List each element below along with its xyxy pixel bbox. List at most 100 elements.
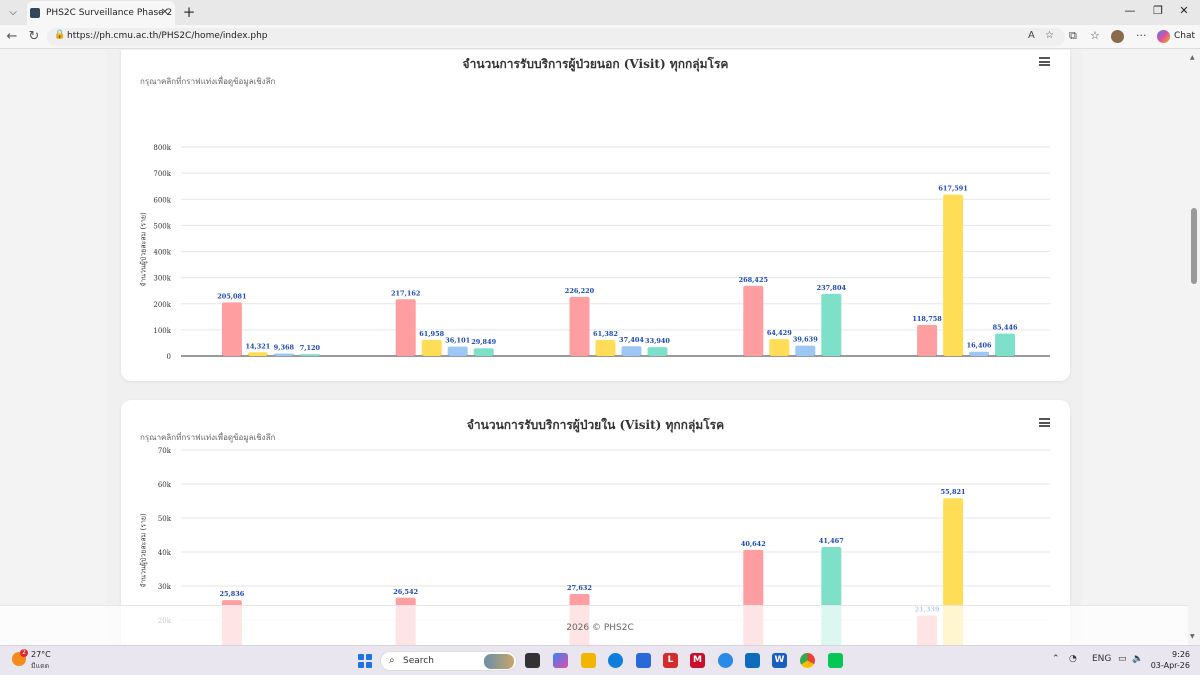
- bar-2566-0: [395, 299, 416, 356]
- outlook-icon[interactable]: [745, 653, 760, 668]
- data-label: 85,446: [993, 324, 1018, 332]
- x-tick-label: 2568: [778, 364, 801, 365]
- chart-menu-icon[interactable]: [1039, 57, 1050, 66]
- volume-icon[interactable]: 🔈: [1132, 654, 1144, 664]
- bar-2569-2: [969, 351, 990, 356]
- copilot-app-icon[interactable]: [553, 653, 568, 668]
- site-favicon-icon: [30, 8, 40, 18]
- new-tab-icon[interactable]: +: [182, 3, 196, 21]
- minimize-icon[interactable]: —: [1124, 4, 1136, 17]
- bar-2568-3: [821, 293, 842, 356]
- chart-card-outpatient: จำนวนการรับบริการผู้ป่วยนอก (Visit) ทุกก…: [121, 50, 1070, 381]
- y-tick-label: 40k: [158, 549, 172, 557]
- start-windows-icon[interactable]: [358, 654, 372, 668]
- y-tick-label: 200k: [153, 301, 171, 309]
- data-label: 27,632: [567, 584, 592, 592]
- chart-plot[interactable]: 0 100k 200k 300k 400k 500k 600k 700k 800k 205,081…: [121, 50, 1070, 365]
- bar-2567-3: [647, 347, 668, 356]
- app-l-icon[interactable]: L: [663, 653, 678, 668]
- x-tick-label: 2566: [431, 364, 454, 365]
- bar-2565-3: [299, 354, 320, 356]
- data-label: 226,220: [565, 287, 595, 295]
- data-label: 7,120: [300, 344, 321, 352]
- y-tick-label: 700k: [153, 170, 171, 178]
- y-tick-label: 0: [167, 353, 171, 361]
- search-placeholder: Search: [403, 656, 434, 666]
- tab-active[interactable]: PHS2C Surveillance Phase 2 ✕: [27, 1, 175, 25]
- weather-temp[interactable]: 27°C: [31, 650, 51, 659]
- data-label: 55,821: [941, 488, 966, 496]
- chart-subtitle: กรุณาคลิกที่กราฟแท่งเพื่อดูข้อมูลเชิงลึก: [140, 433, 276, 442]
- address-bar[interactable]: 🔒 https://ph.cmu.ac.th/PHS2C/home/index.…: [47, 28, 1065, 46]
- data-label: 61,382: [593, 330, 618, 338]
- chrome-icon[interactable]: [800, 653, 815, 668]
- data-label: 61,958: [419, 330, 444, 338]
- data-label: 64,429: [767, 329, 792, 337]
- y-tick-label: 50k: [158, 515, 172, 523]
- restore-icon[interactable]: ❐: [1153, 4, 1163, 17]
- data-label: 268,425: [739, 276, 769, 284]
- tab-close-icon[interactable]: ✕: [160, 7, 169, 18]
- lock-icon: 🔒: [54, 30, 66, 40]
- y-tick-label: 600k: [153, 196, 171, 204]
- x-tick-label: 2569: [952, 364, 975, 365]
- copilot-icon[interactable]: [1157, 30, 1170, 43]
- bar-2566-2: [447, 346, 468, 356]
- line-icon[interactable]: [828, 653, 843, 668]
- chart-title: จำนวนการรับบริการผู้ป่วยนอก (Visit) ทุกก…: [462, 57, 729, 71]
- data-label: 33,940: [645, 337, 670, 345]
- bar-2568-1: [769, 339, 790, 356]
- bar-2568-0: [743, 285, 764, 356]
- data-label: 118,758: [912, 315, 942, 323]
- scrollbar[interactable]: ▲ ▼: [1188, 50, 1200, 645]
- favorites-icon[interactable]: ☆: [1090, 29, 1100, 42]
- scroll-down-icon[interactable]: ▼: [1190, 633, 1195, 640]
- tray-overflow-icon[interactable]: ⌃: [1052, 654, 1060, 664]
- search-highlight-image: [484, 654, 514, 669]
- word-icon[interactable]: W: [772, 653, 787, 668]
- store-icon[interactable]: [636, 653, 651, 668]
- edge-icon[interactable]: [608, 653, 623, 668]
- tray-network-icon[interactable]: ◔: [1069, 654, 1077, 664]
- bar-2569-3: [995, 333, 1016, 356]
- y-tick-label: 500k: [153, 222, 171, 230]
- data-label: 26,542: [393, 588, 418, 596]
- task-view-icon[interactable]: [525, 653, 540, 668]
- window-close-icon[interactable]: ✕: [1179, 4, 1189, 17]
- more-options-icon[interactable]: ···: [1136, 29, 1147, 42]
- data-label: 41,467: [819, 537, 844, 545]
- profile-avatar[interactable]: [1111, 30, 1124, 43]
- language-indicator[interactable]: ENG: [1092, 654, 1112, 664]
- display-icon[interactable]: ▭: [1118, 654, 1127, 664]
- tab-actions-menu-icon[interactable]: ⌵: [9, 7, 17, 18]
- y-tick-label: 70k: [158, 447, 172, 455]
- data-label: 9,368: [274, 344, 295, 352]
- scrollbar-thumb[interactable]: [1191, 208, 1197, 284]
- y-tick-label: 100k: [153, 327, 171, 335]
- bar-2566-3: [473, 348, 494, 356]
- mcafee-icon[interactable]: M: [690, 653, 705, 668]
- file-explorer-icon[interactable]: [581, 653, 596, 668]
- favorite-star-icon[interactable]: ☆: [1045, 30, 1054, 41]
- weather-condition[interactable]: มีแดด: [31, 662, 50, 670]
- data-label: 205,081: [217, 292, 246, 300]
- chat-app-icon[interactable]: [718, 653, 733, 668]
- page-viewport: จำนวนการรับบริการผู้ป่วยนอก (Visit) ทุกก…: [0, 50, 1200, 645]
- search-icon: ⌕: [389, 655, 395, 666]
- refresh-icon[interactable]: ↻: [28, 29, 40, 44]
- read-aloud-icon[interactable]: A: [1028, 30, 1035, 41]
- bar-2569-1: [943, 194, 964, 356]
- bar-2567-0: [569, 296, 590, 356]
- chat-label[interactable]: Chat: [1174, 31, 1196, 41]
- back-icon[interactable]: ←: [6, 29, 18, 44]
- clock-date[interactable]: 03-Apr-26: [1150, 661, 1190, 670]
- y-tick-label: 30k: [158, 583, 172, 591]
- chart-menu-icon[interactable]: [1039, 418, 1050, 427]
- bar-2566-1: [421, 339, 442, 356]
- weather-badge: 2: [20, 649, 28, 657]
- scroll-up-icon[interactable]: ▲: [1190, 54, 1195, 61]
- clock-time[interactable]: 9:26: [1172, 650, 1190, 659]
- extensions-icon[interactable]: ⧉: [1069, 29, 1077, 42]
- taskbar-search[interactable]: ⌕ Search: [380, 651, 517, 671]
- bar-2567-1: [595, 339, 616, 356]
